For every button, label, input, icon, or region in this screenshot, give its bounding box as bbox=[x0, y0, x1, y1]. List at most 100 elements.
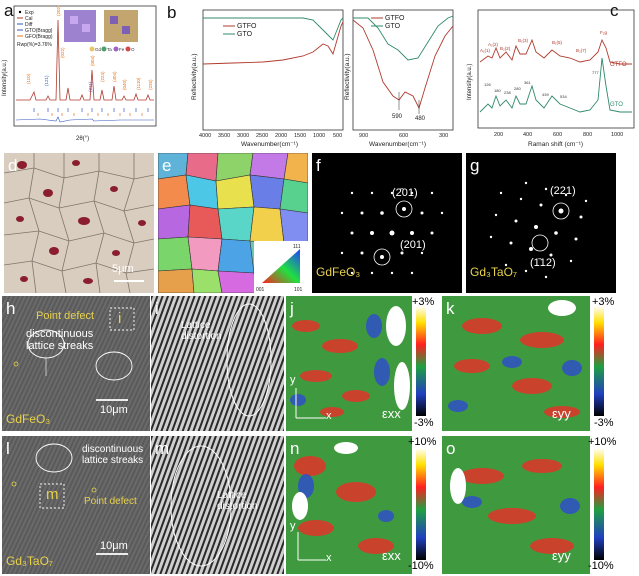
panel-j-strain: +3% -3% εxx y x j bbox=[286, 296, 440, 431]
ir-annot-590: 590 bbox=[392, 114, 403, 120]
raman-xtick-800: 800 bbox=[583, 132, 592, 138]
ipf-key: 111 001 101 bbox=[254, 241, 308, 293]
raman-peak-180: 180 bbox=[494, 88, 501, 93]
panel-b-ir: GTFO GTO GTFO GTO 590 480 4000 3500 3000… bbox=[163, 0, 458, 150]
strain-map-o bbox=[442, 436, 604, 574]
scalebar-h: 10μm bbox=[100, 404, 128, 416]
axis-y-n: y bbox=[290, 520, 296, 532]
spot-f-2: (201) bbox=[400, 239, 426, 251]
ir-xtick-5: 1500 bbox=[294, 133, 306, 139]
peak-224: (224) bbox=[100, 71, 105, 82]
panel-label-o: o bbox=[446, 439, 456, 458]
axis-x-j: x bbox=[326, 410, 332, 422]
ir-legend-gto: GTO bbox=[237, 31, 253, 38]
strain-map-j bbox=[286, 296, 426, 431]
xrd-diff-curve bbox=[15, 116, 154, 123]
ir-xtick-7: 500 bbox=[333, 133, 342, 139]
ir-xtick-r1: 600 bbox=[399, 133, 408, 139]
panel-label-n: n bbox=[290, 439, 300, 458]
panel-label-i: i bbox=[155, 299, 159, 318]
raman-peak-777: 777 bbox=[592, 70, 599, 75]
fringes-i bbox=[151, 296, 284, 431]
raman-peak-534: 534 bbox=[560, 94, 567, 99]
panel-l-hrtem: discontinuous lattice streaks Point defe… bbox=[2, 436, 150, 574]
cbar-max-o: +10% bbox=[588, 436, 617, 448]
hrtem-l bbox=[2, 436, 150, 574]
crystal-structure-inset bbox=[64, 10, 138, 42]
phase-f: GdFeO₃ bbox=[316, 265, 361, 279]
raman-chart: GTFO GTO A₁(2) A₁(1) B₂(2) B₁(3) B₁(5) B… bbox=[467, 9, 635, 148]
spot-f-1: (2̄01) bbox=[392, 187, 418, 199]
mode-b1-5: B₁(5) bbox=[552, 40, 563, 45]
panel-h-hrtem: Point defect discontinuous lattice strea… bbox=[2, 296, 150, 431]
panel-label-b: b bbox=[167, 3, 177, 22]
saed-pattern-g bbox=[489, 181, 588, 279]
panel-g-saed: (221) (1̄12) Gd₃TaO₇ g bbox=[466, 153, 616, 293]
cbar-min-o: -10% bbox=[588, 560, 614, 572]
ir-legend-gtfo: GTFO bbox=[237, 23, 257, 30]
bragg-ticks-gfo bbox=[37, 113, 143, 116]
ir-xtick-3: 2500 bbox=[256, 133, 268, 139]
ir-gtfo-left bbox=[202, 21, 344, 65]
bragg-ticks-gto bbox=[33, 108, 149, 112]
ir-xlabel-left: Wavenumber(cm⁻¹) bbox=[241, 141, 298, 148]
ir-xtick-r2: 300 bbox=[439, 133, 448, 139]
raman-gto bbox=[479, 57, 632, 113]
ir-legend-gto-2: GTO bbox=[385, 23, 401, 30]
rwp-text: Rwp(%)=3.76% bbox=[17, 42, 52, 48]
hrtem-h bbox=[2, 296, 150, 431]
phase-h: GdFeO₃ bbox=[6, 412, 51, 426]
eps-k: εyy bbox=[552, 406, 571, 421]
inset-i-h: i bbox=[118, 310, 122, 327]
xrd-legend: Exp Cal Diff GTO(Bragg) GFO(Bragg) Rwp(%… bbox=[17, 10, 53, 48]
scalebar-l: 10μm bbox=[100, 540, 128, 552]
ir-legend-gtfo-2: GTFO bbox=[385, 15, 405, 22]
mode-a1-2: A₁(2) bbox=[488, 42, 499, 47]
colorbar-o bbox=[594, 448, 604, 560]
raman-label-gto: GTO bbox=[610, 102, 623, 108]
raman-xtick-600: 600 bbox=[553, 132, 562, 138]
eps-o: εyy bbox=[552, 548, 571, 563]
cbar-min-k: -3% bbox=[594, 417, 614, 429]
atom-fe: Fe bbox=[119, 47, 125, 52]
raman-peak-439: 439 bbox=[542, 92, 549, 97]
atom-gd: Gd bbox=[95, 47, 102, 52]
mode-f2g: F₂g bbox=[600, 30, 607, 35]
cbar-min-j: -3% bbox=[414, 417, 434, 429]
raman-ylabel: Intensity(a.u.) bbox=[467, 64, 473, 100]
colorbar-n bbox=[416, 448, 426, 560]
mode-a1-1: A₁(1) bbox=[480, 48, 491, 53]
panel-label-h: h bbox=[6, 299, 16, 318]
peak-202: (202) bbox=[56, 5, 61, 16]
peak-040: (040) bbox=[122, 79, 127, 90]
raman-peak-361: 361 bbox=[524, 80, 531, 85]
xrd-xlabel: 2θ(°) bbox=[76, 136, 89, 142]
panel-d-microstructure: 5μm d bbox=[4, 153, 154, 293]
peak-022: (022) bbox=[60, 47, 65, 58]
raman-xlabel: Raman shift (cm⁻¹) bbox=[528, 141, 583, 148]
inset-m-l: m bbox=[46, 486, 59, 503]
legend-cal: Cal bbox=[25, 16, 33, 22]
raman-gtfo bbox=[479, 38, 632, 65]
strain-map-n bbox=[286, 436, 426, 574]
grain-micrograph bbox=[4, 153, 154, 293]
cbar-min-n: -10% bbox=[408, 560, 434, 572]
point-defect-h: Point defect bbox=[36, 310, 95, 322]
raman-xtick-1000: 1000 bbox=[611, 132, 623, 138]
peak-004: (004) bbox=[90, 55, 95, 66]
spot-g-2: (1̄12) bbox=[530, 257, 556, 269]
raman-peak-238: 238 bbox=[504, 90, 511, 95]
panel-label-f: f bbox=[316, 156, 321, 175]
phase-g: Gd₃TaO₇ bbox=[470, 265, 518, 279]
panel-a-xrd: Gd Ta Fe O Exp Cal Diff GTO(Bragg) GFO(B… bbox=[0, 0, 160, 150]
panel-label-d: d bbox=[8, 156, 18, 175]
atom-ta: Ta bbox=[107, 47, 112, 52]
peak-121: (121) bbox=[44, 75, 49, 86]
panel-k-strain: +3% -3% εyy k bbox=[442, 296, 638, 431]
panel-label-c: c bbox=[610, 1, 619, 20]
ir-xtick-2: 3000 bbox=[237, 133, 249, 139]
ebsd-map: 111 001 101 bbox=[158, 153, 308, 293]
ir-xtick-6: 1000 bbox=[313, 133, 325, 139]
ir-xtick-0: 4000 bbox=[199, 133, 211, 139]
fringes-m bbox=[151, 436, 284, 574]
